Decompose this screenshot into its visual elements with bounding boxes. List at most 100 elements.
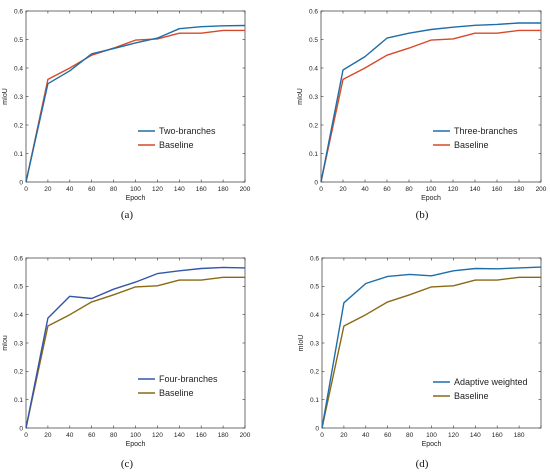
x-tick-label: 80 <box>110 186 118 193</box>
chart-caption: (d) <box>416 458 429 470</box>
x-tick-label: 100 <box>426 186 437 193</box>
x-tick-label: 140 <box>174 432 185 439</box>
series-line-1 <box>25 24 246 183</box>
x-tick-label: 20 <box>44 186 52 193</box>
legend-entry: Baseline <box>454 140 489 150</box>
series-line-1 <box>321 266 542 429</box>
legend-entry: Baseline <box>159 140 194 150</box>
x-axis-label: Epoch <box>126 195 146 202</box>
y-axis-label: mIoU <box>298 335 305 352</box>
legend: Three-branches Baseline <box>433 126 518 150</box>
x-tick-label: 160 <box>492 186 503 193</box>
x-tick-label: 180 <box>514 432 525 439</box>
x-tick-label: 140 <box>470 432 481 439</box>
x-tick-label: 180 <box>218 186 229 193</box>
y-tick-label: 0.6 <box>14 255 23 262</box>
y-tick-label: 0 <box>314 179 318 186</box>
y-tick-label: 0.2 <box>14 369 23 376</box>
x-tick-label: 100 <box>130 432 141 439</box>
series-line-1 <box>320 22 541 183</box>
x-tick-label: 40 <box>66 186 74 193</box>
x-tick-label: 140 <box>174 186 185 193</box>
x-tick-label: 60 <box>383 186 391 193</box>
x-tick-label: 80 <box>406 432 414 439</box>
chart-caption: (c) <box>121 458 134 470</box>
x-tick-label: 60 <box>88 186 96 193</box>
y-tick-label: 0.5 <box>310 284 319 291</box>
plot-frame <box>320 10 542 183</box>
x-tick-label: 200 <box>240 186 251 193</box>
x-tick-label: 20 <box>44 432 52 439</box>
x-tick-label: 40 <box>362 432 370 439</box>
y-tick-label: 0.3 <box>309 94 318 101</box>
x-tick-label: 0 <box>320 432 324 439</box>
legend: Adaptive weighted Baseline <box>433 377 528 401</box>
legend-entry: Baseline <box>159 388 194 398</box>
chart-4: 0 20 40 60 80 100 120 140 160 180 0 0.1 0.2 0.3 0.4 0.5… <box>298 255 542 470</box>
x-tick-label: 80 <box>110 432 118 439</box>
chart-3: 0 20 40 60 80 100 120 140 160 180 200 0 0.1 0.2 0.3 0.4… <box>2 255 251 470</box>
x-tick-label: 100 <box>130 186 141 193</box>
legend-entry: Four-branches <box>159 374 218 384</box>
x-tick-label: 40 <box>66 432 74 439</box>
y-tick-label: 0.6 <box>310 255 319 262</box>
plot-frame <box>25 257 246 429</box>
chart-caption: (a) <box>121 209 134 221</box>
x-tick-label: 160 <box>196 432 207 439</box>
y-tick-label: 0.5 <box>14 284 23 291</box>
y-axis-label: mIoU <box>297 88 304 105</box>
plot-frame <box>25 10 246 183</box>
plot-frame <box>321 257 542 429</box>
legend-entry: Three-branches <box>454 126 518 136</box>
series-line-1 <box>25 266 246 429</box>
x-tick-label: 40 <box>361 186 369 193</box>
series-line-2 <box>25 29 245 183</box>
y-tick-label: 0.3 <box>14 340 23 347</box>
series-line-2 <box>320 29 541 183</box>
y-tick-label: 0 <box>315 425 319 432</box>
x-tick-label: 120 <box>152 432 163 439</box>
chart-2: 0 20 40 60 80 100 120 140 160 180 200 0 0.1 0.2 0.3 0.4… <box>297 8 547 221</box>
legend-entry: Two-branches <box>159 126 216 136</box>
x-tick-label: 140 <box>470 186 481 193</box>
x-axis-label: Epoch <box>126 441 146 448</box>
y-tick-label: 0.6 <box>14 8 23 15</box>
y-tick-label: 0.5 <box>14 37 23 44</box>
x-tick-label: 180 <box>218 432 229 439</box>
y-axis-label: mIou <box>2 335 9 351</box>
x-tick-label: 120 <box>152 186 163 193</box>
x-tick-label: 200 <box>240 432 251 439</box>
x-tick-label: 160 <box>196 186 207 193</box>
y-tick-label: 0.2 <box>309 122 318 129</box>
y-tick-label: 0.3 <box>14 94 23 101</box>
y-tick-label: 0.2 <box>14 122 23 129</box>
x-tick-label: 160 <box>492 432 503 439</box>
x-tick-label: 20 <box>339 186 347 193</box>
y-axis-label: mIoU <box>2 88 9 105</box>
y-tick-label: 0.1 <box>14 151 23 158</box>
x-tick-label: 0 <box>24 186 28 193</box>
y-tick-label: 0.1 <box>14 397 23 404</box>
series-line-2 <box>25 276 245 429</box>
legend: Two-branches Baseline <box>138 126 216 150</box>
x-tick-label: 80 <box>405 186 413 193</box>
chart-caption: (b) <box>416 209 429 221</box>
x-tick-label: 60 <box>88 432 96 439</box>
y-tick-label: 0.4 <box>309 65 318 72</box>
x-tick-label: 120 <box>448 186 459 193</box>
y-tick-label: 0.4 <box>14 312 23 319</box>
x-tick-label: 120 <box>448 432 459 439</box>
y-tick-label: 0.2 <box>310 369 319 376</box>
legend-entry: Baseline <box>454 391 489 401</box>
x-tick-label: 180 <box>514 186 525 193</box>
y-tick-label: 0.1 <box>310 397 319 404</box>
y-tick-label: 0 <box>19 179 23 186</box>
chart-1: 0 20 40 60 80 100 120 140 160 180 200 0 0.1 0.2 0.3 0.4… <box>2 8 251 221</box>
y-tick-label: 0.4 <box>310 312 319 319</box>
legend-entry: Adaptive weighted <box>454 377 528 387</box>
y-tick-label: 0.3 <box>310 340 319 347</box>
x-tick-label: 60 <box>384 432 392 439</box>
x-tick-label: 100 <box>426 432 437 439</box>
y-tick-label: 0.4 <box>14 65 23 72</box>
